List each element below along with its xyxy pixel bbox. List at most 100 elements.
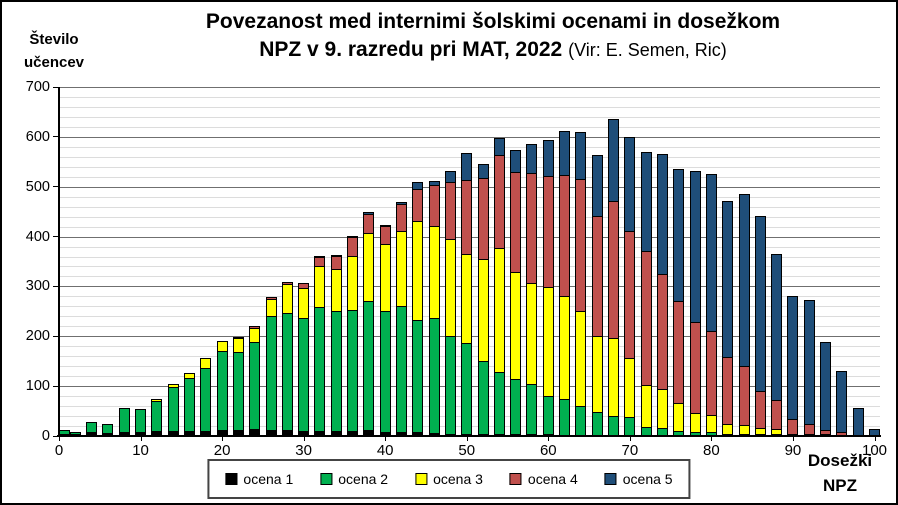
bar-score-54 xyxy=(493,137,505,436)
segment-ocena-4 xyxy=(510,171,522,273)
segment-ocena-4 xyxy=(722,357,734,425)
bar-score-60 xyxy=(542,139,554,436)
x-tick-label: 0 xyxy=(54,442,64,459)
x-tick-label: 80 xyxy=(703,442,720,459)
segment-ocena-4 xyxy=(705,330,717,416)
segment-ocena-3 xyxy=(265,298,277,318)
bar-score-8 xyxy=(118,408,130,436)
segment-ocena-4 xyxy=(542,175,554,289)
x-tick xyxy=(303,437,305,441)
y-tick xyxy=(53,335,58,337)
bar-score-38 xyxy=(363,212,375,436)
bar-score-78 xyxy=(689,171,701,436)
segment-ocena-4 xyxy=(738,366,750,426)
segment-ocena-4 xyxy=(330,255,342,270)
segment-ocena-3 xyxy=(444,238,456,338)
segment-ocena-3 xyxy=(477,258,489,363)
y-tick xyxy=(53,86,58,88)
x-tick-label: 70 xyxy=(621,442,639,459)
segment-ocena-4 xyxy=(608,200,620,340)
bar-score-72 xyxy=(640,151,652,436)
segment-ocena-2 xyxy=(591,412,603,436)
legend-item-ocena-5: ocena 5 xyxy=(604,471,673,487)
segment-ocena-5 xyxy=(477,164,489,180)
chart-title-line2-main: NPZ v 9. razredu pri MAT, 2022 xyxy=(259,38,563,62)
bar-score-26 xyxy=(265,296,277,436)
segment-ocena-3 xyxy=(526,282,538,385)
segment-ocena-4 xyxy=(412,189,424,223)
x-tick xyxy=(711,437,713,441)
segment-ocena-2 xyxy=(412,319,424,434)
legend-swatch-ocena-2 xyxy=(320,473,333,485)
bar-score-30 xyxy=(298,282,310,436)
segment-ocena-3 xyxy=(396,231,407,308)
segment-ocena-4 xyxy=(379,226,391,246)
segment-ocena-3 xyxy=(298,288,310,320)
segment-ocena-4 xyxy=(771,400,783,431)
segment-ocena-2 xyxy=(298,318,310,433)
segment-ocena-4 xyxy=(428,184,440,228)
x-tick xyxy=(874,437,876,441)
segment-ocena-3 xyxy=(363,232,375,303)
x-tick xyxy=(222,437,224,441)
y-tick xyxy=(53,136,58,138)
segment-ocena-2 xyxy=(151,401,163,433)
bar-score-74 xyxy=(656,153,668,436)
y-tick-label: 700 xyxy=(25,79,50,95)
segment-ocena-5 xyxy=(575,132,587,180)
legend-item-ocena-4: ocena 4 xyxy=(509,471,578,487)
chart-title-line2: NPZ v 9. razredu pri MAT, 2022 (Vir: E. … xyxy=(98,36,888,64)
segment-ocena-5 xyxy=(771,253,783,402)
segment-ocena-3 xyxy=(542,287,554,398)
bar-score-12 xyxy=(151,399,163,436)
x-tick xyxy=(140,437,142,441)
segment-ocena-2 xyxy=(559,398,571,436)
bar-score-94 xyxy=(820,342,832,436)
legend-item-ocena-1: ocena 1 xyxy=(225,471,293,487)
segment-ocena-5 xyxy=(542,139,554,177)
segment-ocena-5 xyxy=(510,150,522,173)
bar-score-48 xyxy=(444,170,456,436)
bar-score-4 xyxy=(86,422,98,436)
segment-ocena-5 xyxy=(803,300,815,426)
segment-ocena-3 xyxy=(379,244,391,313)
segment-ocena-3 xyxy=(608,338,620,417)
y-tick-label: 100 xyxy=(25,378,50,395)
segment-ocena-5 xyxy=(852,407,864,436)
bar-score-14 xyxy=(167,384,179,436)
bar-score-24 xyxy=(249,326,261,436)
x-axis-title-line2: NPZ xyxy=(823,475,857,495)
y-tick xyxy=(53,285,58,287)
bar-score-70 xyxy=(624,136,636,436)
segment-ocena-2 xyxy=(183,378,195,433)
segment-ocena-3 xyxy=(640,384,652,429)
plot-area xyxy=(59,87,881,436)
y-axis-line xyxy=(58,87,60,437)
segment-ocena-2 xyxy=(428,317,440,435)
legend-label-ocena-3: ocena 3 xyxy=(433,471,483,487)
y-tick-label: 400 xyxy=(25,228,50,245)
y-tick-label: 300 xyxy=(25,278,50,295)
segment-ocena-4 xyxy=(787,419,799,435)
segment-ocena-3 xyxy=(575,311,587,408)
x-tick-label: 60 xyxy=(539,442,557,459)
legend-item-ocena-3: ocena 3 xyxy=(415,471,483,487)
segment-ocena-3 xyxy=(281,283,293,315)
segment-ocena-4 xyxy=(591,216,603,338)
x-tick-label: 20 xyxy=(213,442,231,459)
bar-score-56 xyxy=(510,150,522,436)
segment-ocena-2 xyxy=(200,368,212,433)
segment-ocena-5 xyxy=(754,216,766,392)
segment-ocena-4 xyxy=(754,390,766,429)
bar-score-20 xyxy=(216,340,228,436)
segment-ocena-5 xyxy=(787,295,799,421)
x-tick-label: 40 xyxy=(376,442,394,459)
x-tick-label: 90 xyxy=(784,442,802,459)
x-axis-title: Dosežki NPZ xyxy=(794,449,886,498)
segment-ocena-5 xyxy=(673,168,685,302)
bar-score-76 xyxy=(673,168,685,436)
segment-ocena-3 xyxy=(624,358,636,419)
segment-ocena-2 xyxy=(461,343,473,435)
legend-swatch-ocena-5 xyxy=(604,473,617,485)
bar-score-64 xyxy=(575,132,587,436)
